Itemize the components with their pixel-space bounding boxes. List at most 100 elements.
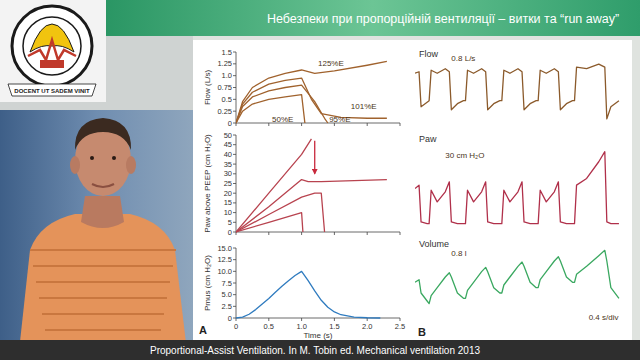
presenter-shirt xyxy=(18,214,188,360)
y-tick-label: 5 xyxy=(228,218,232,227)
shirt-stripe xyxy=(36,281,170,283)
y-tick xyxy=(233,283,236,284)
y-tick xyxy=(233,318,236,319)
series-line xyxy=(236,139,311,232)
shirt-stripe xyxy=(33,265,173,267)
x-tick xyxy=(334,232,335,235)
y-tick xyxy=(233,202,236,203)
shirt-stripe xyxy=(39,297,167,299)
y-tick xyxy=(233,248,236,249)
y-tick-label: 50 xyxy=(224,131,232,140)
y-tick-label: 40 xyxy=(224,150,232,159)
y-tick xyxy=(233,306,236,307)
caption: Proportional-Assist Ventilation. In M. T… xyxy=(150,345,480,356)
trace-title: Paw xyxy=(419,134,437,144)
trace-title: Volume xyxy=(419,239,449,249)
x-axis xyxy=(236,232,400,233)
y-tick xyxy=(233,154,236,155)
series-line xyxy=(236,180,387,232)
x-tick-label: 1.0 xyxy=(296,322,306,331)
x-tick-label: 0 xyxy=(234,322,238,331)
presenter-neck xyxy=(81,196,124,228)
annotation: 125%E xyxy=(318,59,344,68)
presenter-ear xyxy=(126,156,136,174)
x-tick-label: 1.5 xyxy=(329,322,339,331)
y-tick-label: 10 xyxy=(224,208,232,217)
y-axis-label: Flow (L/s) xyxy=(203,70,212,105)
y-tick-label: 35 xyxy=(224,160,232,169)
figure-background xyxy=(193,40,632,340)
logo-background xyxy=(0,0,106,102)
plot-area xyxy=(415,64,619,119)
x-tick xyxy=(400,318,401,321)
plot-area xyxy=(415,152,619,224)
x-axis-label: Time (s) xyxy=(303,331,332,340)
presenter-ear xyxy=(70,156,80,174)
series-line xyxy=(236,271,380,318)
y-tick-label: 20 xyxy=(224,189,232,198)
y-tick xyxy=(233,294,236,295)
y-tick xyxy=(233,144,236,145)
presenter-hair xyxy=(75,118,131,150)
presenter-eye xyxy=(112,156,116,160)
x-tick xyxy=(268,123,269,126)
y-tick-label: 30 xyxy=(224,169,232,178)
annotation: 0.4 s/div xyxy=(589,313,619,322)
logo-motto: DOCENT UT SADEM VINIT xyxy=(14,88,90,94)
y-tick-label: 2.5 xyxy=(222,302,232,311)
y-tick-label: 5.0 xyxy=(222,290,232,299)
y-tick-label: 0.25 xyxy=(217,107,232,116)
y-tick xyxy=(233,135,236,136)
plot-area xyxy=(415,250,619,303)
y-tick-label: 0 xyxy=(228,314,232,323)
y-tick xyxy=(233,173,236,174)
y-tick xyxy=(233,123,236,124)
logo-inner-ring xyxy=(23,17,81,75)
y-tick xyxy=(233,75,236,76)
series-line xyxy=(236,213,303,232)
annotation: 0.8 L/s xyxy=(451,54,475,63)
series-line xyxy=(236,78,387,123)
y-tick xyxy=(233,99,236,100)
y-tick xyxy=(233,232,236,233)
annotation: 0.8 l xyxy=(451,249,466,258)
y-tick-label: 12.5 xyxy=(217,255,232,264)
annotation: 101%E xyxy=(351,102,377,111)
y-tick-label: 10.0 xyxy=(217,267,232,276)
y-tick-label: 45 xyxy=(224,140,232,149)
annotation: 30 cm H₂O xyxy=(445,151,484,160)
x-tick-label: 0.5 xyxy=(264,322,274,331)
series-line xyxy=(415,152,619,224)
logo-ring xyxy=(12,6,92,86)
y-tick xyxy=(233,271,236,272)
presenter-eye xyxy=(90,156,94,160)
x-tick-label: 2.0 xyxy=(362,322,372,331)
y-tick-label: 0.5 xyxy=(222,95,232,104)
series-line xyxy=(236,61,387,123)
y-tick-label: 15.0 xyxy=(217,244,232,253)
y-tick-label: 0 xyxy=(228,119,232,128)
y-tick-label: 1.0 xyxy=(222,71,232,80)
y-tick xyxy=(233,222,236,223)
plot-area xyxy=(236,139,387,232)
series-line xyxy=(415,250,619,303)
series-line xyxy=(236,85,328,123)
x-tick xyxy=(334,318,335,321)
x-tick xyxy=(301,123,302,126)
presenter-mouth xyxy=(92,184,114,187)
panel-letter: A xyxy=(199,324,207,336)
plot-area xyxy=(236,61,387,123)
series-line xyxy=(415,64,619,119)
shirt-stripe xyxy=(42,313,164,315)
video-background xyxy=(0,0,193,360)
y-tick xyxy=(233,212,236,213)
shirt-stripe xyxy=(45,329,161,331)
x-tick-label: 2.5 xyxy=(395,322,405,331)
y-tick xyxy=(233,87,236,88)
y-tick-label: 0.75 xyxy=(217,83,232,92)
annotation: 95%E xyxy=(329,115,350,124)
caption-strip xyxy=(0,340,640,360)
x-tick xyxy=(367,318,368,321)
y-tick-label: 1.25 xyxy=(217,59,232,68)
y-tick xyxy=(233,63,236,64)
